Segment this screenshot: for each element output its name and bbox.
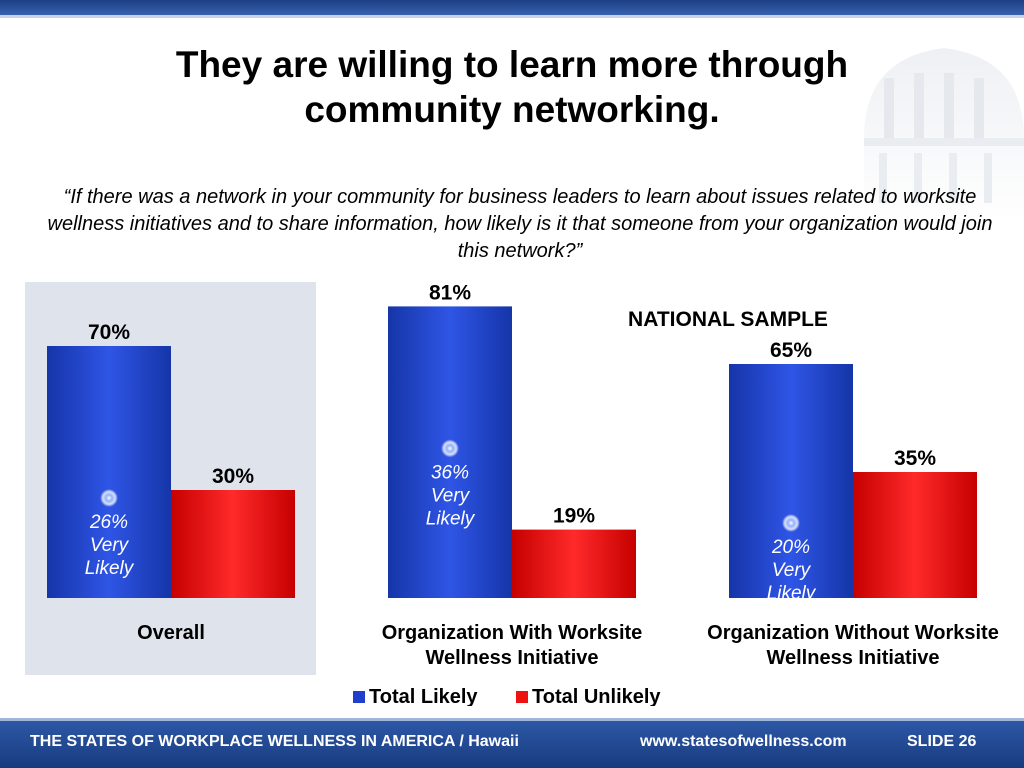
bar-likely — [729, 364, 853, 598]
bar-unlikely — [171, 490, 295, 598]
capitol-dome-graphic — [864, 48, 1024, 218]
category-label: Wellness Initiative — [766, 647, 939, 669]
legend-swatch-unlikely — [516, 691, 528, 703]
bar-value-label: 70% — [88, 321, 130, 344]
very-likely-annotation: Very — [431, 485, 471, 506]
national-sample-label: NATIONAL SAMPLE — [628, 308, 828, 331]
legend-label-unlikely: Total Unlikely — [532, 686, 661, 706]
bar-unlikely — [512, 529, 636, 598]
survey-question: “If there was a network in your communit… — [47, 186, 993, 262]
bar-value-label: 81% — [429, 281, 471, 304]
legend: Total Likely Total Unlikely — [353, 686, 713, 706]
slide-title: They are willing to learn more through c… — [175, 44, 849, 130]
annotation-marker-icon — [441, 439, 459, 458]
footer-slide-number: SLIDE 26 — [907, 733, 977, 750]
category-label: Organization Without Worksite — [707, 622, 999, 644]
bar-unlikely — [853, 472, 977, 598]
category-label: Wellness Initiative — [425, 647, 598, 669]
very-likely-annotation: 36% — [431, 462, 469, 483]
category-label: Organization With Worksite — [382, 622, 643, 644]
bar-value-label: 65% — [770, 339, 812, 362]
very-likely-annotation: Likely — [85, 558, 135, 579]
baseline-mask — [700, 598, 1000, 618]
very-likely-annotation: Very — [772, 560, 812, 581]
annotation-marker-icon — [782, 514, 800, 532]
footer-bar: THE STATES OF WORKPLACE WELLNESS IN AMER… — [0, 718, 1024, 768]
very-likely-annotation: Likely — [426, 508, 476, 529]
footer-title: THE STATES OF WORKPLACE WELLNESS IN AMER… — [30, 733, 519, 750]
legend-label-likely: Total Likely — [369, 686, 478, 706]
very-likely-annotation: 20% — [771, 537, 810, 558]
bar-likely — [47, 346, 171, 598]
legend-item-likely: Total Likely — [353, 686, 478, 706]
very-likely-annotation: 26% — [89, 512, 128, 533]
bar-value-label: 35% — [894, 447, 936, 470]
very-likely-annotation: Very — [90, 535, 130, 556]
category-label: Overall — [137, 622, 205, 644]
legend-item-unlikely: Total Unlikely — [516, 686, 661, 706]
bar-value-label: 30% — [212, 465, 254, 488]
top-band — [0, 0, 1024, 18]
annotation-marker-icon — [100, 489, 118, 507]
footer-url[interactable]: www.statesofwellness.com — [640, 733, 847, 750]
bar-value-label: 19% — [553, 505, 595, 528]
legend-swatch-likely — [353, 691, 365, 703]
